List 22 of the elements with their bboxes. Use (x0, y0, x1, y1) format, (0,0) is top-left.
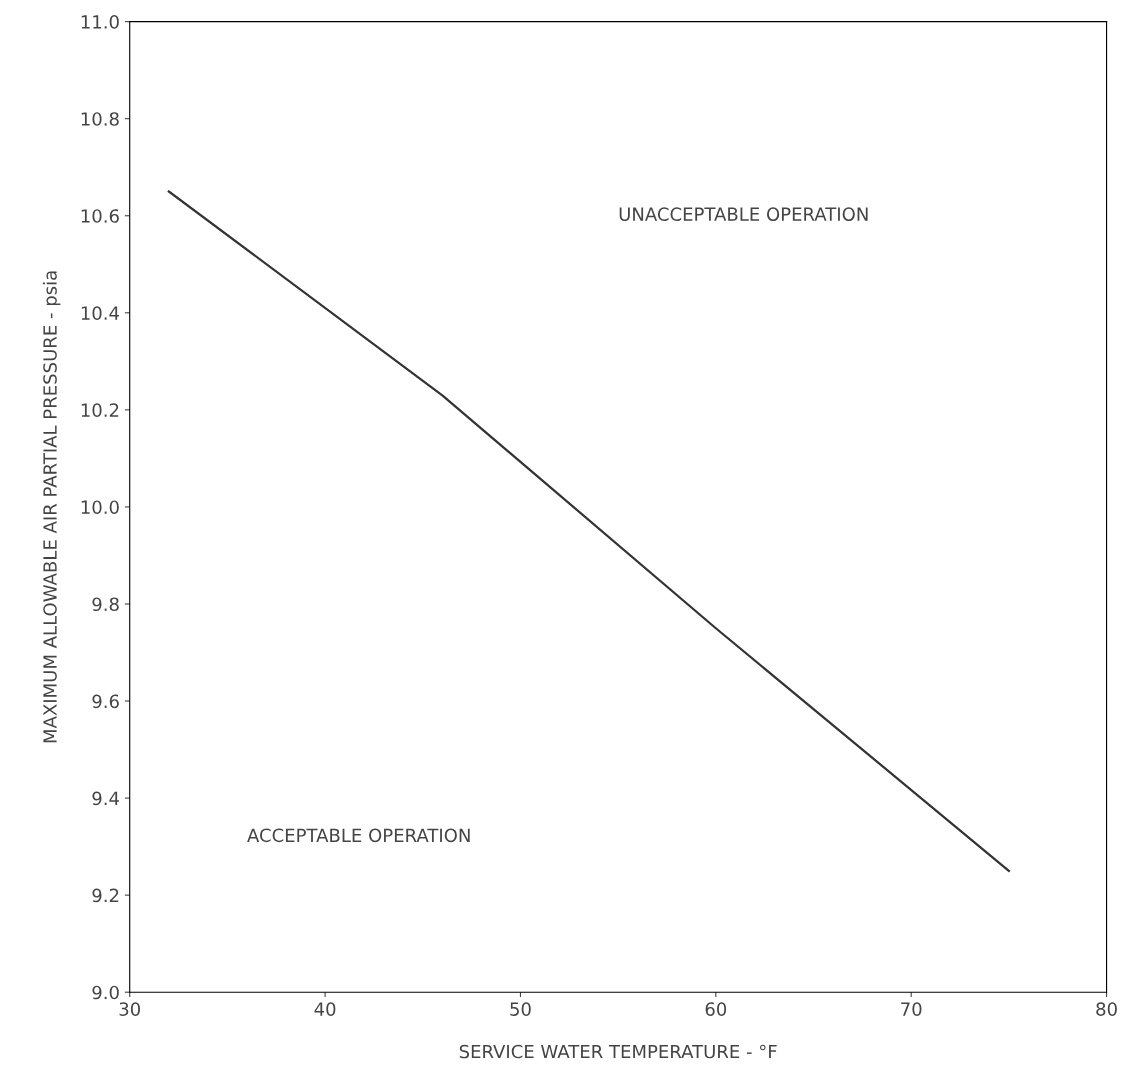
y-axis-title: MAXIMUM ALLOWABLE AIR PARTIAL PRESSURE - psia (42, 271, 61, 743)
x-tick-label: 70 (901, 1002, 922, 1016)
annotation: ACCEPTABLE OPERATION (247, 828, 470, 843)
y-tick-label: 10.2 (81, 403, 119, 417)
y-tick-label: 11.0 (81, 15, 119, 29)
y-tick-label: 9.6 (92, 694, 119, 709)
y-tick-label: 10.0 (81, 500, 119, 515)
x-tick-label: 50 (510, 1002, 531, 1016)
y-tick-label: 10.6 (81, 209, 119, 223)
y-tick-label: 9.2 (92, 888, 119, 903)
x-axis-title: SERVICE WATER TEMPERATURE - °F (459, 1044, 777, 1059)
annotation: UNACCEPTABLE OPERATION (619, 207, 868, 221)
line-series (167, 190, 1010, 872)
y-tick-label: 10.8 (81, 112, 119, 126)
y-tick-label: 9.8 (92, 597, 119, 612)
x-tick-label: 60 (705, 1002, 727, 1016)
y-tick-label: 10.4 (81, 306, 119, 320)
y-tick-label: 9.0 (92, 985, 119, 1000)
x-tick-label: 30 (119, 1002, 141, 1016)
x-tick-label: 80 (1096, 1002, 1117, 1016)
y-tick-label: 9.4 (92, 791, 119, 806)
x-tick-label: 40 (314, 1002, 336, 1016)
